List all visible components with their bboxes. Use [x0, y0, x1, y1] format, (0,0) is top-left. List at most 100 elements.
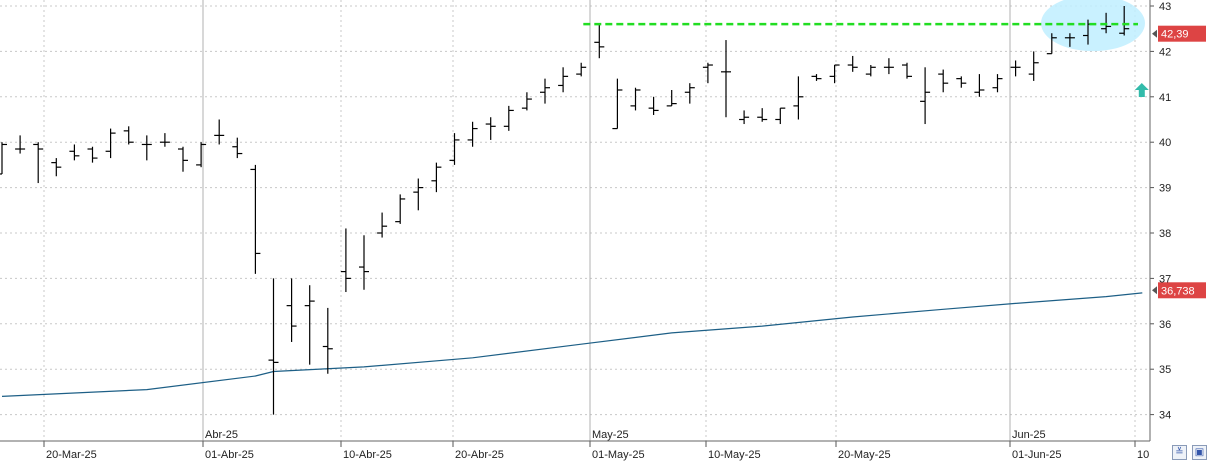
- ohlc-bar: [431, 162, 442, 193]
- price-badge-pointer: [1152, 286, 1157, 295]
- ohlc-bar: [123, 126, 134, 145]
- ohlc-bar: [0, 142, 7, 175]
- x-tick-label: 10: [1137, 449, 1149, 461]
- ohlc-bar: [503, 105, 514, 131]
- ohlc-bar: [865, 65, 876, 77]
- ohlc-bar: [449, 133, 460, 165]
- y-tick-label: 42: [1159, 46, 1171, 58]
- x-tick-label: 01-Jun-25: [1012, 449, 1062, 461]
- ohlc-bar: [178, 146, 188, 172]
- ohlc-bar: [540, 78, 550, 104]
- y-tick-label: 34: [1159, 410, 1171, 422]
- x-tick-label: 01-May-25: [592, 449, 645, 461]
- ohlc-bar: [69, 144, 80, 161]
- highlight-layer: [1041, 0, 1145, 52]
- ohlc-bar: [196, 142, 207, 168]
- ohlc-bar: [920, 67, 931, 125]
- ohlc-bar: [666, 89, 677, 107]
- ohlc-bar: [702, 62, 713, 84]
- ohlc-bar: [739, 110, 750, 125]
- ohlc-bar: [232, 137, 243, 159]
- ohlc-bar: [721, 40, 731, 118]
- annotation-layer: 42,39 36,738: [583, 22, 1206, 299]
- y-tick-label: 36: [1159, 319, 1171, 331]
- ohlc-bar: [974, 74, 985, 97]
- month-label: May-25: [592, 429, 629, 441]
- ohlc-bar: [811, 74, 822, 81]
- ohlc-bar: [286, 278, 297, 342]
- ohlc-bar: [1064, 33, 1075, 47]
- axes: 34 35 36 37 38 39 40 41 42 43 20-Mar-25 01-Abr-25 10…: [0, 0, 1171, 461]
- x-tick-label: 01-Abr-25: [205, 449, 254, 461]
- x-tick-label: 20-Abr-25: [455, 449, 504, 461]
- ohlc-bar: [992, 74, 1003, 93]
- x-tick-label: 20-May-25: [838, 449, 891, 461]
- moving-average-layer: [1, 292, 1143, 397]
- up-arrow-icon: [1134, 82, 1149, 97]
- x-tick-label: 10-May-25: [708, 449, 761, 461]
- ohlc-bar: [105, 128, 116, 159]
- ohlc-bar: [847, 55, 858, 72]
- ohlc-bar: [214, 119, 225, 145]
- price-badge: [1158, 25, 1206, 42]
- ohlc-bar: [15, 135, 26, 154]
- ohlc-bar: [558, 67, 569, 93]
- ohlc-bar: [757, 108, 768, 122]
- ohlc-bar: [268, 278, 279, 415]
- ohlc-bar: [883, 58, 894, 75]
- ohlc-bar: [395, 194, 406, 224]
- ohlc-bar: [829, 64, 840, 84]
- ohlc-bar: [340, 228, 351, 293]
- ohlc-bar: [1119, 6, 1130, 36]
- ohlc-bar: [1046, 33, 1057, 55]
- ohlc-bar: [775, 107, 786, 125]
- moving-average-line: [1, 292, 1143, 397]
- ohlc-bar: [902, 62, 912, 79]
- y-tick-label: 37: [1159, 273, 1171, 285]
- ohlc-bar: [648, 96, 659, 115]
- ohlc-bar: [956, 76, 967, 88]
- month-label: Jun-25: [1012, 429, 1046, 441]
- price-badge-label: 42,39: [1161, 29, 1189, 41]
- ohlc-bar: [594, 24, 605, 59]
- ohlc-bar: [141, 135, 152, 161]
- y-tick-label: 43: [1159, 1, 1171, 13]
- ohlc-bar: [793, 76, 804, 120]
- month-label: Abr-25: [205, 429, 238, 441]
- grid: [0, 0, 1150, 441]
- ohlc-bar: [359, 235, 369, 290]
- y-tick-label: 39: [1159, 183, 1171, 195]
- x-tick-label: 20-Mar-25: [46, 449, 97, 461]
- ohlc-bar: [1028, 51, 1039, 81]
- y-tick-label: 35: [1159, 364, 1171, 376]
- ohlc-bar: [304, 285, 315, 365]
- ohlc-bar: [684, 83, 695, 104]
- y-tick-label: 38: [1159, 228, 1171, 240]
- ohlc-bar: [159, 133, 170, 147]
- ohlc-bar: [33, 142, 44, 184]
- ohlc-bar: [630, 87, 641, 111]
- ohlc-bar: [612, 78, 623, 130]
- price-badge-pointer: [1152, 29, 1157, 38]
- save-icon[interactable]: ▣: [1192, 445, 1207, 460]
- ohlc-bar: [521, 92, 532, 111]
- ohlc-bar: [576, 62, 587, 77]
- ohlc-bar: [377, 212, 388, 238]
- ohlc-bar: [938, 69, 949, 93]
- y-tick-label: 41: [1159, 92, 1171, 104]
- ohlc-bar: [250, 164, 261, 274]
- ohlc-bar: [51, 158, 62, 177]
- ohlc-bar: [485, 117, 496, 140]
- ohlc-bar: [87, 146, 98, 163]
- price-badge-label: 36,738: [1161, 285, 1195, 297]
- price-badge: [1158, 282, 1206, 299]
- ohlc-bar: [467, 121, 478, 147]
- zoom-icon[interactable]: ≚: [1172, 445, 1187, 460]
- x-tick-label: 10-Abr-25: [343, 449, 392, 461]
- ohlc-bar: [322, 307, 333, 374]
- price-bars: [0, 6, 1130, 415]
- ohlc-bar: [1010, 60, 1021, 77]
- y-tick-label: 40: [1159, 137, 1171, 149]
- highlight-ellipse: [1041, 0, 1145, 52]
